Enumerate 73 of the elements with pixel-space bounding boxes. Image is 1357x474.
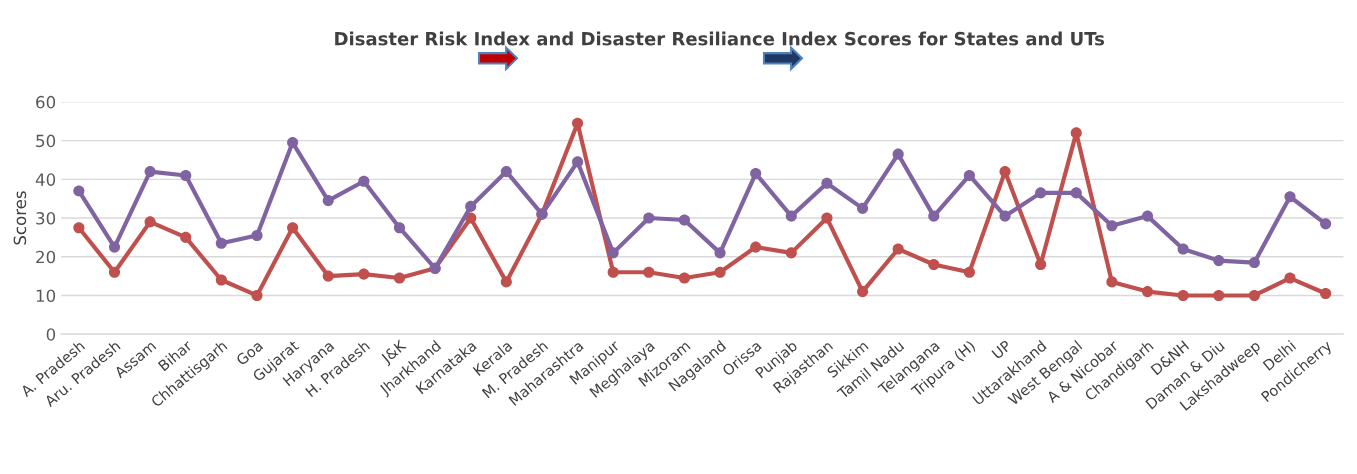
- point: [1141, 210, 1154, 222]
- y-tick-label: 50: [36, 134, 56, 148]
- y-tick-label: 30: [36, 212, 56, 225]
- point: [500, 166, 512, 178]
- point: [678, 272, 690, 284]
- point: [572, 117, 584, 129]
- y-tick-label: 0: [46, 328, 56, 341]
- point: [892, 243, 904, 255]
- point: [144, 166, 156, 178]
- point: [144, 216, 156, 228]
- point: [1035, 187, 1047, 199]
- point: [1320, 218, 1332, 230]
- point: [358, 175, 370, 187]
- point: [1284, 191, 1296, 203]
- point: [785, 247, 797, 259]
- point: [714, 266, 726, 278]
- point: [999, 210, 1011, 222]
- point: [856, 202, 869, 214]
- point: [892, 148, 904, 160]
- point: [750, 241, 762, 253]
- point: [465, 200, 477, 212]
- point: [108, 241, 121, 253]
- point: [572, 156, 584, 168]
- point: [393, 222, 406, 234]
- point: [856, 286, 869, 298]
- point: [714, 247, 726, 259]
- point: [1248, 289, 1260, 302]
- point: [1213, 255, 1225, 267]
- point: [108, 266, 121, 278]
- point: [500, 276, 512, 288]
- point: [643, 212, 655, 224]
- point: [1320, 287, 1332, 300]
- point: [750, 167, 762, 180]
- point: [785, 210, 797, 222]
- point: [821, 177, 833, 189]
- point: [73, 222, 85, 234]
- y-tick-label: 40: [35, 173, 56, 186]
- y-tick-label: 20: [36, 250, 56, 264]
- chart-title: Disaster Risk Index and Disaster Resiliance Index Scores for States and UTs: [335, 31, 1105, 46]
- point: [322, 195, 334, 207]
- point: [1106, 276, 1118, 288]
- point: [287, 222, 299, 234]
- point: [928, 258, 940, 271]
- point: [322, 270, 334, 282]
- point: [678, 214, 690, 226]
- point: [180, 231, 192, 243]
- y-tick-label: 10: [36, 289, 56, 303]
- point: [963, 266, 975, 278]
- point: [1070, 127, 1082, 139]
- point: [1284, 272, 1296, 284]
- point: [1213, 289, 1225, 302]
- point: [1177, 289, 1189, 302]
- point: [1106, 220, 1118, 232]
- point: [821, 212, 833, 224]
- point: [358, 268, 370, 280]
- y-tick-label: 60: [36, 95, 56, 109]
- point: [73, 185, 85, 197]
- point: [607, 247, 619, 259]
- point: [215, 274, 227, 286]
- point: [928, 210, 940, 222]
- point: [1248, 257, 1260, 269]
- point: [1177, 243, 1189, 255]
- point: [963, 169, 975, 182]
- y-axis-title: Scores: [13, 191, 27, 245]
- point: [251, 289, 263, 302]
- point: [215, 237, 227, 249]
- point: [607, 266, 619, 278]
- point: [1141, 286, 1154, 298]
- point: [643, 266, 655, 278]
- point: [251, 229, 263, 242]
- point: [393, 272, 406, 284]
- point: [180, 169, 192, 182]
- point: [1070, 187, 1082, 199]
